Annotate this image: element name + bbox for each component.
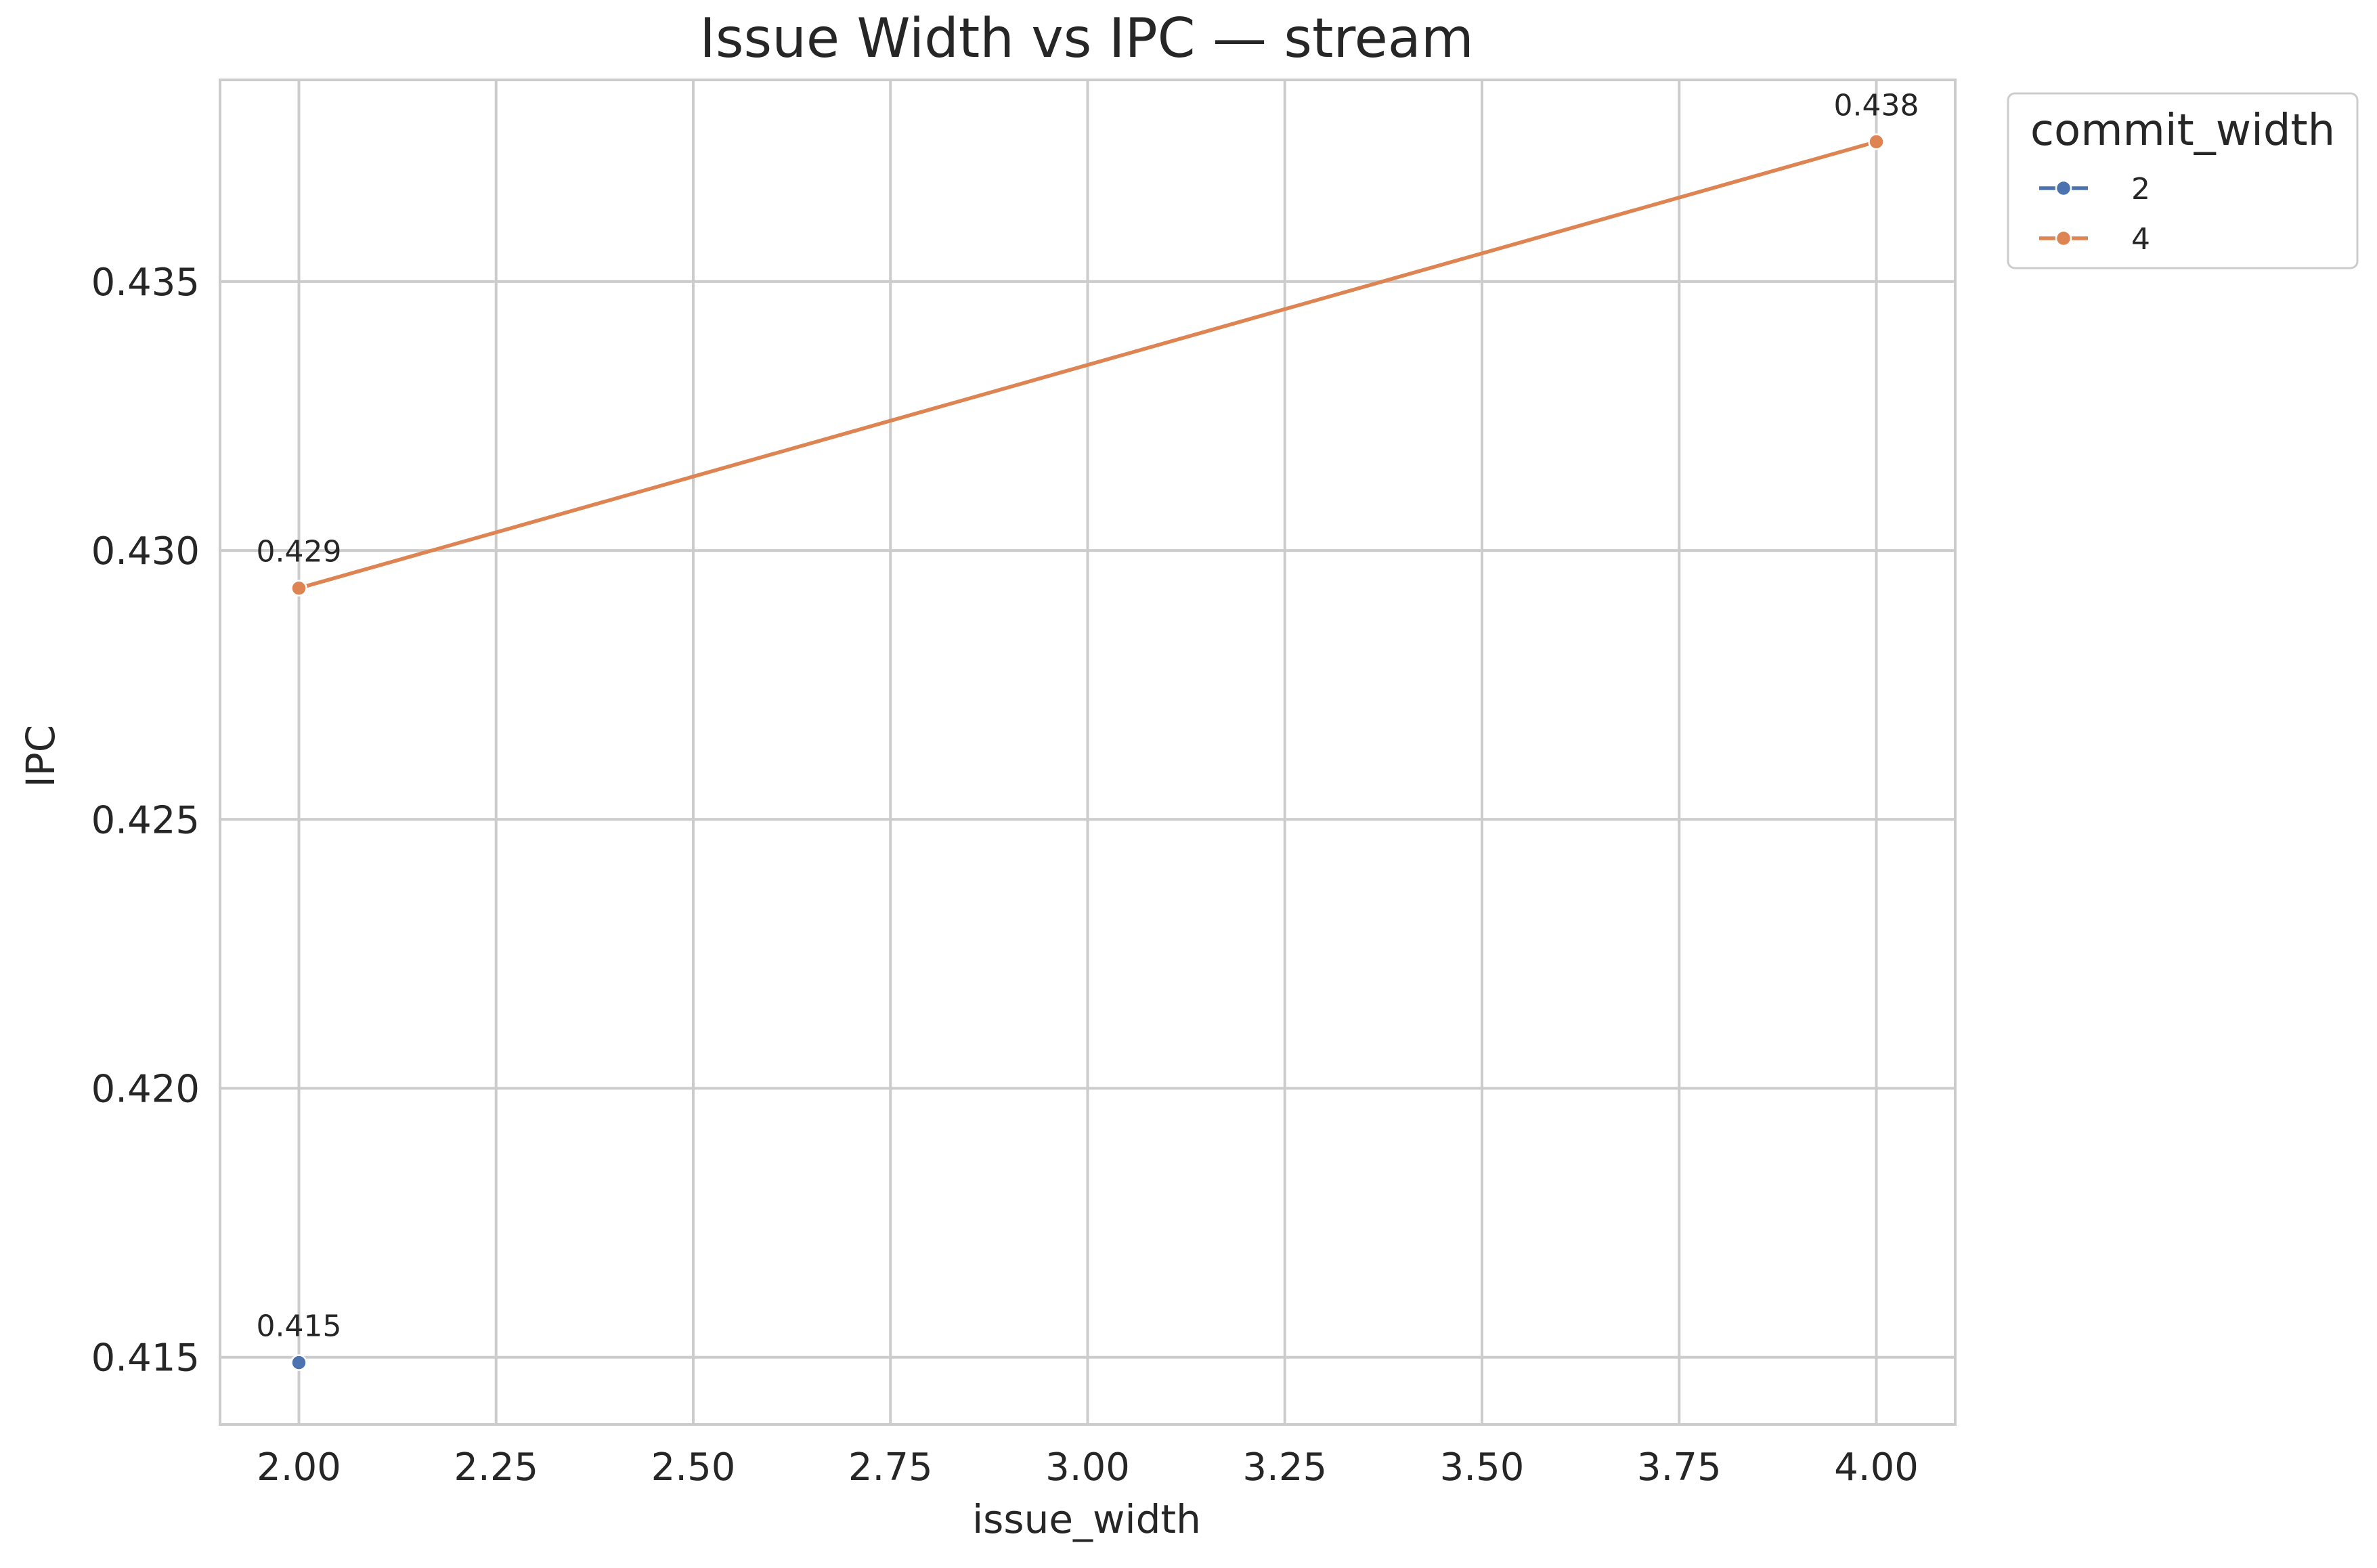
legend-box — [2007, 92, 2359, 269]
y-axis-ticks: 0.415 0.420 0.425 0.430 0.435 — [91, 261, 200, 1380]
x-tick-label: 3.75 — [1637, 1445, 1722, 1489]
data-label: 0.415 — [257, 1309, 342, 1344]
legend-items: 24 — [2039, 172, 2150, 257]
legend: commit_width 24 — [2007, 92, 2359, 269]
series-4 — [290, 133, 1885, 596]
series — [290, 133, 1885, 1371]
grid — [220, 80, 1955, 1424]
x-tick-label: 2.00 — [257, 1445, 341, 1489]
y-tick-label: 0.435 — [91, 261, 200, 305]
chart-title: Issue Width vs IPC — stream — [699, 7, 1474, 70]
data-label: 0.438 — [1834, 88, 1919, 123]
legend-label: 2 — [2131, 172, 2150, 206]
legend-item: 4 — [2039, 222, 2150, 257]
data-label: 0.429 — [257, 535, 342, 569]
data-point — [290, 580, 307, 596]
x-tick-label: 2.75 — [848, 1445, 933, 1489]
y-tick-label: 0.415 — [91, 1336, 200, 1380]
data-point — [290, 1354, 307, 1371]
legend-marker — [2055, 179, 2072, 197]
x-tick-label: 3.50 — [1440, 1445, 1525, 1489]
data-point — [1868, 133, 1885, 150]
y-tick-label: 0.430 — [91, 529, 200, 573]
x-axis-ticks: 2.00 2.25 2.50 2.75 3.00 3.25 3.50 3.75 4.00 — [257, 1445, 1919, 1489]
legend-item: 2 — [2039, 172, 2150, 206]
legend-marker — [2055, 230, 2072, 247]
series-line — [298, 139, 1877, 590]
x-tick-label: 3.25 — [1242, 1445, 1327, 1489]
data-labels: 0.415 0.429 0.438 — [257, 88, 1919, 1343]
x-axis-label: issue_width — [972, 1496, 1201, 1542]
legend-label: 4 — [2131, 222, 2150, 257]
legend-title: commit_width — [2030, 106, 2335, 156]
y-axis-label: IPC — [18, 725, 64, 788]
plot-frame — [219, 79, 1957, 1426]
series-2 — [290, 1354, 307, 1371]
y-tick-label: 0.420 — [91, 1068, 200, 1112]
x-tick-label: 3.00 — [1045, 1445, 1130, 1489]
x-tick-label: 2.50 — [651, 1445, 736, 1489]
y-tick-label: 0.425 — [91, 798, 200, 842]
x-tick-label: 4.00 — [1834, 1445, 1919, 1489]
x-tick-label: 2.25 — [454, 1445, 538, 1489]
